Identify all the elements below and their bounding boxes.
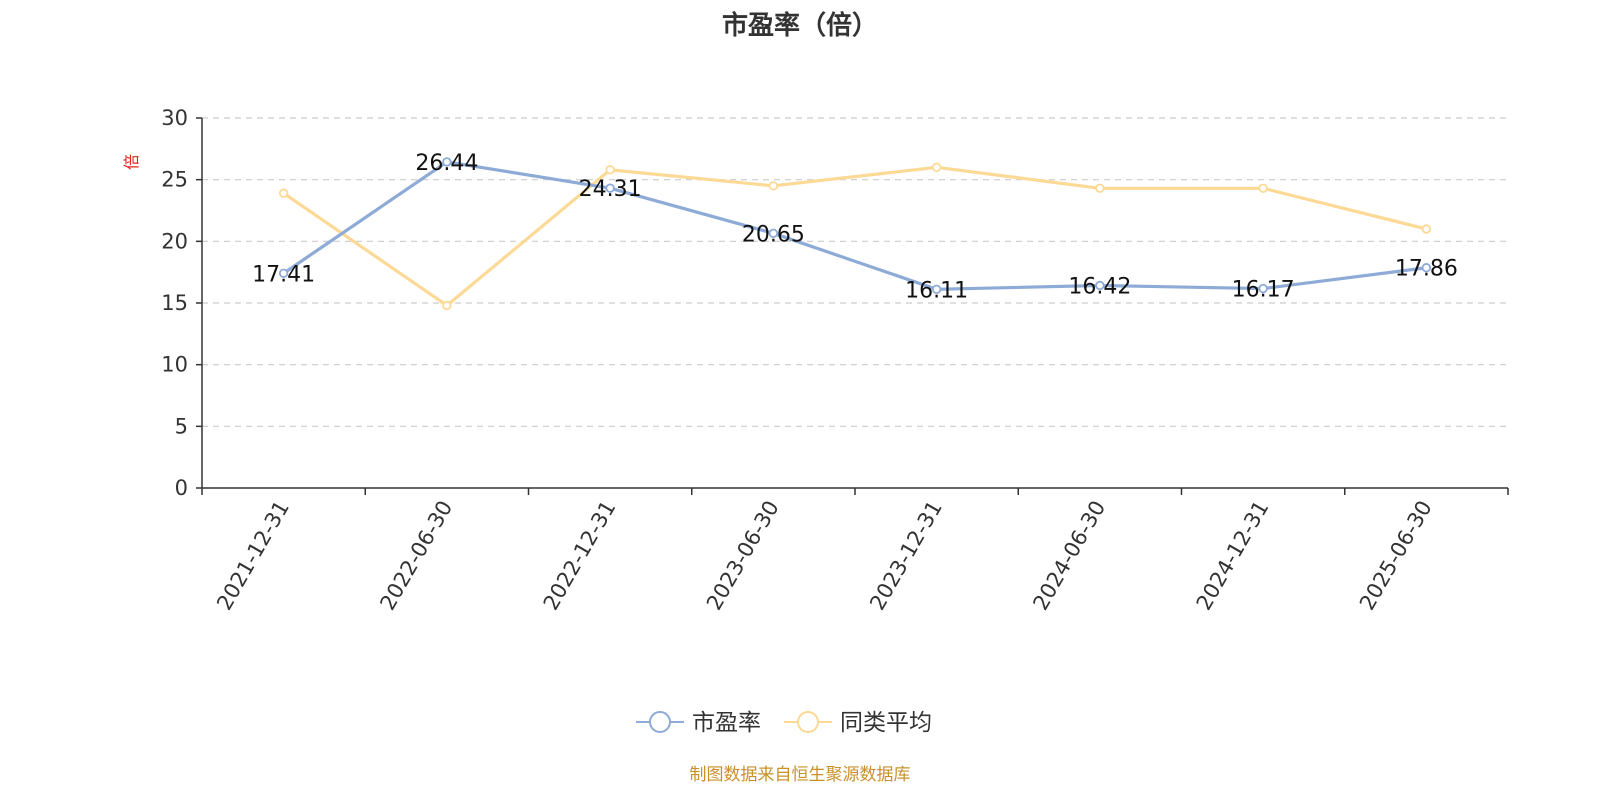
data-point — [605, 165, 615, 175]
data-point — [768, 181, 779, 191]
data-point — [605, 183, 615, 193]
series-line-0 — [282, 160, 1427, 291]
grid-lines — [202, 117, 1508, 427]
data-point — [768, 228, 779, 239]
axes: 0 5 10 15 20 25 30 2021-12-31 2022-06-30 2022-12-… — [161, 106, 1509, 615]
x-tick-label: 2021-12-31 — [212, 497, 294, 615]
data-point — [1258, 183, 1268, 193]
data-label: 17.86 — [1395, 257, 1458, 282]
legend-marker — [649, 711, 671, 733]
data-point — [1258, 283, 1268, 294]
data-point — [931, 284, 942, 295]
series-lines — [278, 157, 1432, 311]
legend[interactable]: 市盈率 同类平均 — [636, 710, 932, 736]
data-point — [1421, 224, 1432, 234]
data-point — [278, 188, 289, 198]
x-tick-label: 2022-12-31 — [539, 497, 621, 615]
legend-label: 市盈率 — [692, 710, 761, 736]
x-tick-label: 2023-06-30 — [702, 497, 784, 615]
legend-marker — [797, 711, 819, 733]
data-point — [931, 162, 942, 173]
x-tick-label: 2025-06-30 — [1355, 497, 1437, 615]
y-tick-label: 20 — [161, 229, 188, 253]
source-note: 制图数据来自恒生聚源数据库 — [690, 765, 911, 785]
chart-title: 市盈率（倍） — [722, 10, 878, 41]
data-point — [1421, 263, 1432, 273]
data-point — [442, 157, 452, 167]
y-tick-label: 0 — [175, 476, 188, 500]
data-label: 16.17 — [1232, 278, 1295, 303]
y-tick-label: 25 — [161, 168, 188, 192]
y-tick-label: 30 — [161, 106, 188, 130]
x-tick-label: 2024-06-30 — [1028, 497, 1110, 615]
y-tick-label: 15 — [161, 291, 188, 315]
y-axis-unit: 倍 — [122, 154, 141, 170]
x-tick-label: 2024-12-31 — [1192, 497, 1274, 615]
y-tick-label: 10 — [161, 353, 188, 377]
legend-item-1[interactable]: 同类平均 — [784, 710, 932, 736]
data-label: 24.31 — [579, 177, 642, 202]
data-point — [442, 300, 452, 311]
y-tick-label: 5 — [175, 414, 188, 438]
series-line-1 — [282, 165, 1427, 308]
data-label: 26.44 — [415, 151, 478, 176]
data-label: 17.41 — [252, 262, 315, 287]
legend-label: 同类平均 — [840, 710, 932, 736]
data-label: 16.42 — [1068, 274, 1131, 299]
data-label: 20.65 — [742, 222, 805, 247]
data-point — [1095, 280, 1105, 291]
x-tick-label: 2023-12-31 — [865, 497, 947, 615]
legend-item-0[interactable]: 市盈率 — [636, 710, 761, 736]
data-label: 16.11 — [905, 278, 968, 303]
data-labels: 17.41 26.44 24.31 20.65 16.11 16.42 16.17 17.86 — [252, 151, 1458, 303]
data-point — [278, 268, 289, 278]
data-point — [1095, 183, 1105, 193]
x-tick-label: 2022-06-30 — [375, 497, 457, 615]
